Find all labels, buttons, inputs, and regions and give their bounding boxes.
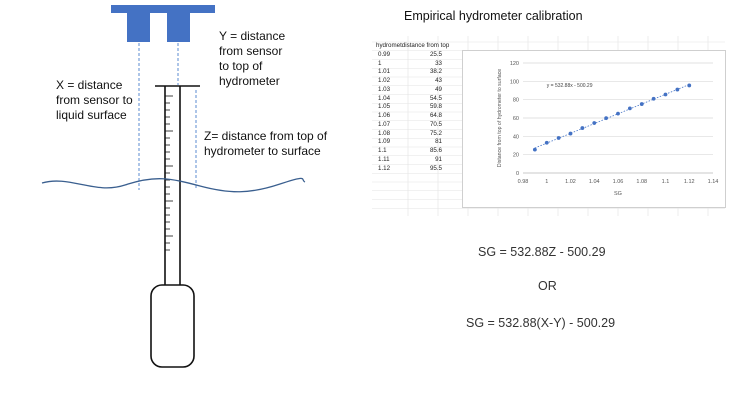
sensor-bar bbox=[111, 5, 215, 13]
sg-cell: 1.12 bbox=[378, 164, 391, 172]
x-tick-label: 1 bbox=[545, 179, 548, 185]
y-tick-label: 120 bbox=[510, 61, 519, 67]
hydrometer-bulb bbox=[150, 284, 195, 368]
data-point bbox=[651, 96, 656, 101]
data-point bbox=[592, 121, 597, 125]
sg-cell: 1.03 bbox=[378, 85, 391, 93]
distance-cell: 91 bbox=[435, 155, 442, 163]
data-point bbox=[556, 136, 561, 140]
data-point bbox=[544, 140, 549, 145]
table-row: 1.07 70.5 bbox=[376, 121, 449, 130]
table-row: 1.09 81 bbox=[376, 138, 449, 147]
equation-z: SG = 532.88Z - 500.29 bbox=[478, 245, 606, 259]
x-tick-label: 1.02 bbox=[565, 179, 576, 185]
calibration-chart: 0 20 40 60 80 100 120 0.98 1 1.02 1.04 1.06 1.08 1.1 1… bbox=[462, 50, 726, 208]
data-point bbox=[532, 147, 537, 152]
table-row: 1.03 49 bbox=[376, 86, 449, 95]
data-point bbox=[616, 111, 620, 116]
table-row: 1.06 64.8 bbox=[376, 112, 449, 121]
data-point bbox=[604, 116, 609, 121]
x-axis-title: SG bbox=[614, 191, 622, 197]
trendline bbox=[534, 84, 690, 149]
table-header-sg: hydromet bbox=[376, 42, 402, 49]
sg-cell: 1 bbox=[378, 59, 382, 67]
x-tick-label: 1.1 bbox=[662, 179, 670, 185]
data-point bbox=[568, 131, 573, 136]
x-tick-label: 1.04 bbox=[589, 179, 600, 185]
sg-cell: 1.02 bbox=[378, 77, 391, 84]
table-row: 1.11 91 bbox=[376, 156, 449, 165]
x-tick-label: 1.12 bbox=[684, 179, 695, 185]
table-row: 1.05 59.8 bbox=[376, 103, 449, 112]
table-row: 1.08 75.2 bbox=[376, 130, 449, 139]
data-point bbox=[627, 106, 632, 111]
data-point bbox=[675, 87, 680, 92]
sg-cell: 1.07 bbox=[378, 120, 391, 128]
sg-cell: 1.11 bbox=[378, 155, 390, 163]
x-distance-label: X = distance from sensor to liquid surfa… bbox=[56, 78, 133, 122]
sg-cell: 1.1 bbox=[378, 147, 387, 154]
distance-cell: 81 bbox=[435, 138, 442, 146]
distance-cell: 54.5 bbox=[429, 94, 442, 102]
table-row: 1.1 85.6 bbox=[376, 147, 449, 156]
y-tick-label: 0 bbox=[516, 171, 519, 177]
y-tick-label: 100 bbox=[510, 79, 519, 85]
table-row: 1 33 bbox=[376, 60, 449, 69]
table-row: 1.02 43 bbox=[376, 77, 449, 86]
distance-cell: 25.5 bbox=[429, 50, 442, 58]
chart-svg: 0 20 40 60 80 100 120 0.98 1 1.02 1.04 1.06 1.08 1.1 1… bbox=[497, 61, 719, 197]
distance-cell: 38.2 bbox=[429, 68, 442, 76]
y-tick-label: 80 bbox=[513, 98, 519, 104]
data-point bbox=[663, 92, 668, 97]
sg-cell: 1.01 bbox=[378, 68, 391, 76]
table-header-distance: distance from top bbox=[401, 42, 450, 49]
distance-cell: 59.8 bbox=[429, 103, 442, 111]
y-tick-label: 40 bbox=[513, 134, 519, 140]
sg-cell: 1.08 bbox=[378, 129, 391, 137]
distance-cell: 75.2 bbox=[429, 129, 442, 137]
sg-cell: 1.09 bbox=[378, 138, 391, 146]
table-row: 1.01 38.2 bbox=[376, 68, 449, 77]
z-distance-label: Z= distance from top of hydrometer to su… bbox=[204, 129, 328, 158]
distance-cell: 64.8 bbox=[429, 112, 442, 119]
table-header: hydromet distance from top bbox=[376, 42, 449, 51]
distance-cell: 85.6 bbox=[429, 147, 442, 154]
data-point bbox=[639, 102, 644, 106]
sg-cell: 1.06 bbox=[378, 112, 391, 119]
sensor-assembly bbox=[111, 5, 215, 42]
sg-cell: 1.04 bbox=[378, 94, 391, 102]
y-distance-label: Y = distance from sensor to top of hydro… bbox=[219, 29, 286, 88]
y-tick-label: 60 bbox=[513, 116, 519, 122]
distance-cell: 95.5 bbox=[429, 164, 442, 172]
hydrometer-scale-ticks bbox=[165, 95, 173, 251]
y-tick-label: 20 bbox=[513, 153, 519, 159]
data-point bbox=[687, 83, 692, 88]
sensor-left-block bbox=[127, 13, 150, 42]
calibration-title: Empirical hydrometer calibration bbox=[404, 9, 583, 23]
hydrometer bbox=[150, 85, 200, 368]
table-row: 1.04 54.5 bbox=[376, 95, 449, 104]
calibration-table: hydromet distance from top 0.99 25.5 1 33 1.0… bbox=[376, 42, 449, 173]
x-tick-label: 0.98 bbox=[518, 179, 529, 185]
table-row: 1.12 95.5 bbox=[376, 165, 449, 174]
distance-cell: 33 bbox=[435, 59, 442, 67]
sg-cell: 1.05 bbox=[378, 103, 391, 111]
or-text: OR bbox=[538, 279, 557, 293]
trendline-equation: y = 532.88x - 500.29 bbox=[547, 83, 593, 89]
x-tick-label: 1.08 bbox=[636, 179, 647, 185]
water-surface bbox=[41, 177, 306, 193]
distance-cell: 43 bbox=[435, 77, 442, 84]
equation-x-minus-y: SG = 532.88(X-Y) - 500.29 bbox=[466, 316, 616, 330]
distance-cell: 49 bbox=[435, 85, 442, 93]
distance-cell: 70.5 bbox=[429, 120, 442, 128]
sensor-right-block bbox=[167, 13, 190, 42]
sg-cell: 0.99 bbox=[378, 50, 391, 58]
table-row: 0.99 25.5 bbox=[376, 51, 449, 60]
data-point bbox=[580, 126, 585, 130]
x-tick-label: 1.06 bbox=[613, 179, 624, 185]
y-axis-title: Distance from top of hydrometer to surfa… bbox=[497, 69, 503, 167]
x-tick-label: 1.14 bbox=[708, 179, 719, 185]
